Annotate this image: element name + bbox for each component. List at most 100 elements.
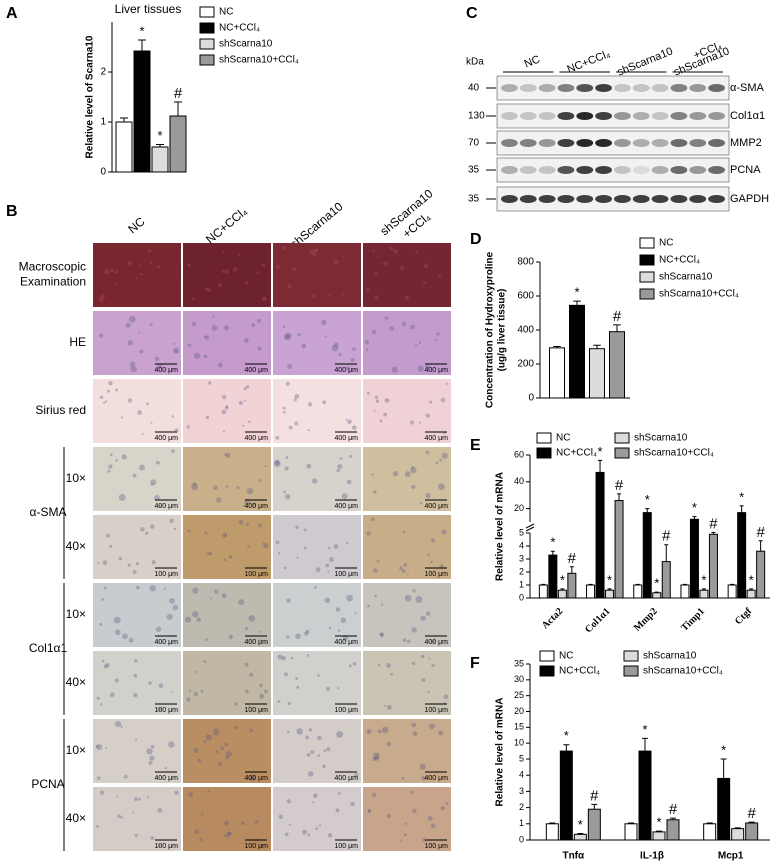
texture [418,341,422,344]
texture [315,248,318,252]
blot-band [614,166,631,174]
bar [115,121,133,173]
protein-name: MMP2 [730,137,762,149]
panel-label: A [6,5,18,22]
texture [150,836,155,841]
scale-bar-label: 400 μm [335,775,359,782]
texture [366,531,371,536]
significance-marker: # [613,308,622,325]
texture [186,425,190,429]
texture [352,347,356,351]
error-bar [553,345,561,348]
blot-band [632,195,650,203]
significance-marker: # [709,516,718,533]
texture [440,805,445,811]
texture [96,776,101,781]
texture [105,662,110,668]
texture [401,568,406,573]
significance-marker: * [564,728,569,743]
texture [103,664,108,669]
texture [215,497,222,503]
row-label: Sirius red [35,403,86,417]
texture [439,458,443,462]
texture [170,691,173,694]
texture [221,593,227,599]
texture [352,661,357,666]
legend-swatch [639,271,655,283]
texture [284,466,289,471]
texture [222,394,227,400]
bar [638,750,652,841]
texture [117,814,121,818]
y-tick-label: 5 [519,527,524,537]
texture [301,829,307,835]
texture [138,464,145,471]
texture [312,478,318,484]
panel-label: F [470,655,480,672]
texture [249,775,256,782]
texture [204,335,210,340]
legend-label: NC [659,238,673,249]
texture [436,332,440,336]
micrograph [183,787,271,851]
micrograph [273,379,361,443]
micrograph [363,719,451,783]
texture [285,456,289,460]
blot-strip [496,186,730,212]
texture [389,246,394,251]
texture [139,349,144,354]
micrograph [363,787,451,851]
texture [206,287,211,293]
error-bar [635,583,640,585]
bar [169,115,187,173]
texture [98,297,104,303]
texture [150,744,155,749]
texture [337,463,343,470]
texture [243,338,249,343]
texture [262,296,267,302]
texture [254,819,259,824]
blot-band [614,84,631,92]
texture [220,746,225,751]
texture [422,838,427,842]
bar [708,533,718,599]
texture [306,463,312,469]
blot-band [538,112,556,120]
texture [428,657,431,660]
texture [174,270,178,274]
texture [281,246,286,250]
texture [242,504,245,507]
texture [218,761,223,766]
texture [217,362,223,368]
texture [312,793,318,799]
texture [114,270,119,274]
texture [305,735,309,740]
error-bar [749,588,754,591]
texture [262,542,266,546]
texture [259,639,262,642]
significance-marker: * [739,489,744,504]
texture [404,594,412,602]
texture [374,272,378,276]
blot-band [501,139,518,147]
texture [238,400,243,406]
texture [374,295,379,300]
texture [154,356,160,362]
texture [438,483,445,491]
blot-band [651,195,669,203]
texture [102,560,108,566]
texture [150,483,154,486]
bar [689,518,699,599]
blot-band [576,84,594,92]
texture [430,823,436,829]
texture [238,520,244,525]
legend-label: NC [559,651,573,662]
texture [118,493,126,501]
texture [386,704,392,710]
texture [155,626,162,633]
y-tick-label: 4 [519,770,524,780]
bar [151,146,169,173]
legend-label: shScarna10+CCl₄ [634,448,714,459]
micrograph [93,379,181,443]
y-tick-label: 1 [519,579,524,589]
